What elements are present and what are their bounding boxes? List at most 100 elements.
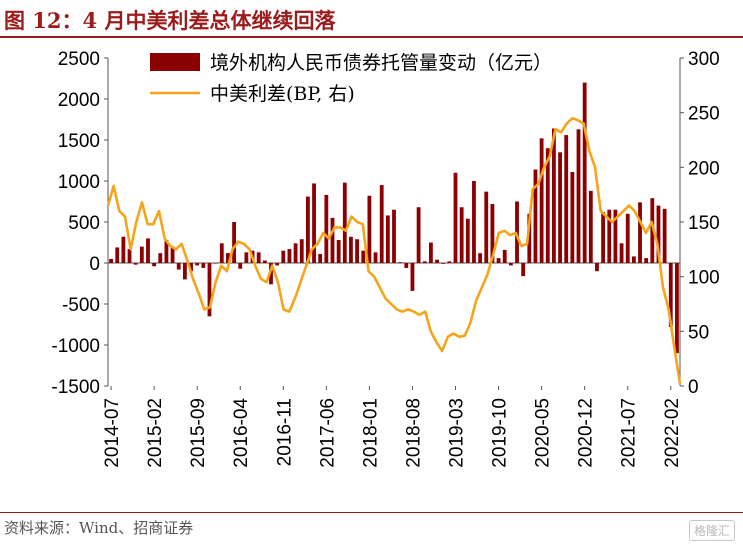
bar (195, 263, 200, 266)
bar (465, 218, 470, 263)
x-axis-tick-label: 2016-11 (274, 398, 295, 466)
bar (570, 171, 575, 263)
bar (502, 249, 507, 263)
bar (287, 249, 292, 263)
right-axis-tick-label: 200 (688, 158, 720, 179)
bar (472, 181, 476, 263)
bar (238, 263, 243, 269)
bar (182, 263, 187, 280)
bar (269, 263, 273, 285)
bar (613, 209, 618, 263)
bar (515, 201, 519, 263)
bar (668, 263, 673, 327)
bar (158, 253, 163, 263)
left-axis-tick-label: -1500 (51, 377, 100, 398)
bar (262, 260, 267, 263)
bar (588, 190, 593, 263)
right-axis-tick-label: 100 (688, 268, 720, 289)
bar (595, 263, 599, 272)
right-axis-tick-label: 0 (688, 377, 699, 398)
bar (349, 236, 353, 263)
x-axis-tick-label: 2015-09 (188, 398, 209, 468)
bar (625, 213, 630, 263)
bar (336, 240, 341, 263)
bar (152, 263, 157, 267)
bar (324, 194, 329, 263)
bar (404, 263, 409, 268)
legend-swatch-bar (150, 53, 200, 71)
bar (139, 246, 144, 263)
bar (422, 261, 427, 263)
bar (133, 263, 138, 265)
bar (416, 207, 421, 263)
left-axis-tick-label: 500 (68, 213, 100, 234)
bar (299, 239, 304, 263)
bar (601, 212, 606, 263)
bar (367, 195, 372, 263)
bar (275, 263, 280, 266)
x-axis-tick-label: 2016-04 (231, 398, 252, 468)
bar (459, 207, 464, 263)
bar (318, 253, 323, 263)
bar (379, 185, 384, 263)
bar (675, 263, 679, 354)
bar (312, 183, 316, 263)
watermark-logo: 格隆汇 (688, 520, 735, 541)
left-axis-tick-label: 1000 (58, 172, 100, 193)
bar (453, 172, 458, 263)
bar (201, 263, 206, 268)
bar (281, 250, 286, 263)
bar (650, 198, 655, 263)
bar (484, 191, 489, 263)
bar (662, 208, 667, 263)
x-axis-tick-label: 2017-06 (317, 398, 338, 468)
bar (189, 263, 193, 272)
bar (607, 209, 612, 263)
source-rule (0, 512, 743, 513)
bar (564, 135, 569, 263)
bar (170, 246, 175, 263)
bar (305, 196, 310, 263)
x-axis-tick-label: 2022-02 (662, 398, 683, 468)
bar (330, 217, 335, 263)
bar (392, 209, 396, 263)
left-axis-tick-label: -1000 (51, 336, 100, 357)
bar (644, 258, 649, 263)
right-axis-tick-label: 300 (688, 49, 720, 70)
bar (115, 247, 120, 263)
bar (164, 240, 169, 263)
bar (219, 243, 224, 263)
left-axis-tick-label: 2000 (58, 90, 100, 111)
bar (207, 263, 212, 317)
bar (398, 262, 403, 263)
bar (527, 213, 532, 263)
bar (576, 129, 581, 263)
chart: -1500 -1000 -500 0 500 1000 1500 2000 2500 0 50 100… (51, 49, 720, 468)
bar (490, 203, 495, 263)
bar (631, 256, 636, 263)
x-axis-tick-label: 2020-05 (533, 398, 554, 468)
x-axis-tick-label: 2019-03 (447, 398, 468, 468)
x-axis-tick-label: 2018-08 (403, 398, 424, 468)
bar (213, 263, 218, 264)
bar (256, 252, 261, 263)
left-axis-tick-label: 0 (89, 254, 100, 275)
bar (496, 258, 501, 263)
bar (478, 253, 483, 263)
x-axis-tick-label: 2021-07 (619, 398, 640, 468)
bar (656, 205, 661, 263)
left-axis-tick-label: 1500 (58, 131, 100, 152)
bar (385, 215, 390, 263)
right-axis-tick-label: 250 (688, 104, 720, 125)
chart-title-bar: 图 12：4 月中美利差总体继续回落 (0, 0, 743, 36)
title-rule (0, 36, 743, 38)
bar (342, 182, 347, 263)
bar (226, 253, 230, 263)
bar (508, 263, 513, 266)
bar (435, 259, 439, 263)
figure-title: 图 12：4 月中美利差总体继续回落 (4, 8, 336, 33)
bar (121, 236, 126, 263)
bar (176, 263, 181, 270)
left-axis-tick-label: -500 (62, 295, 100, 316)
bar (447, 261, 452, 263)
